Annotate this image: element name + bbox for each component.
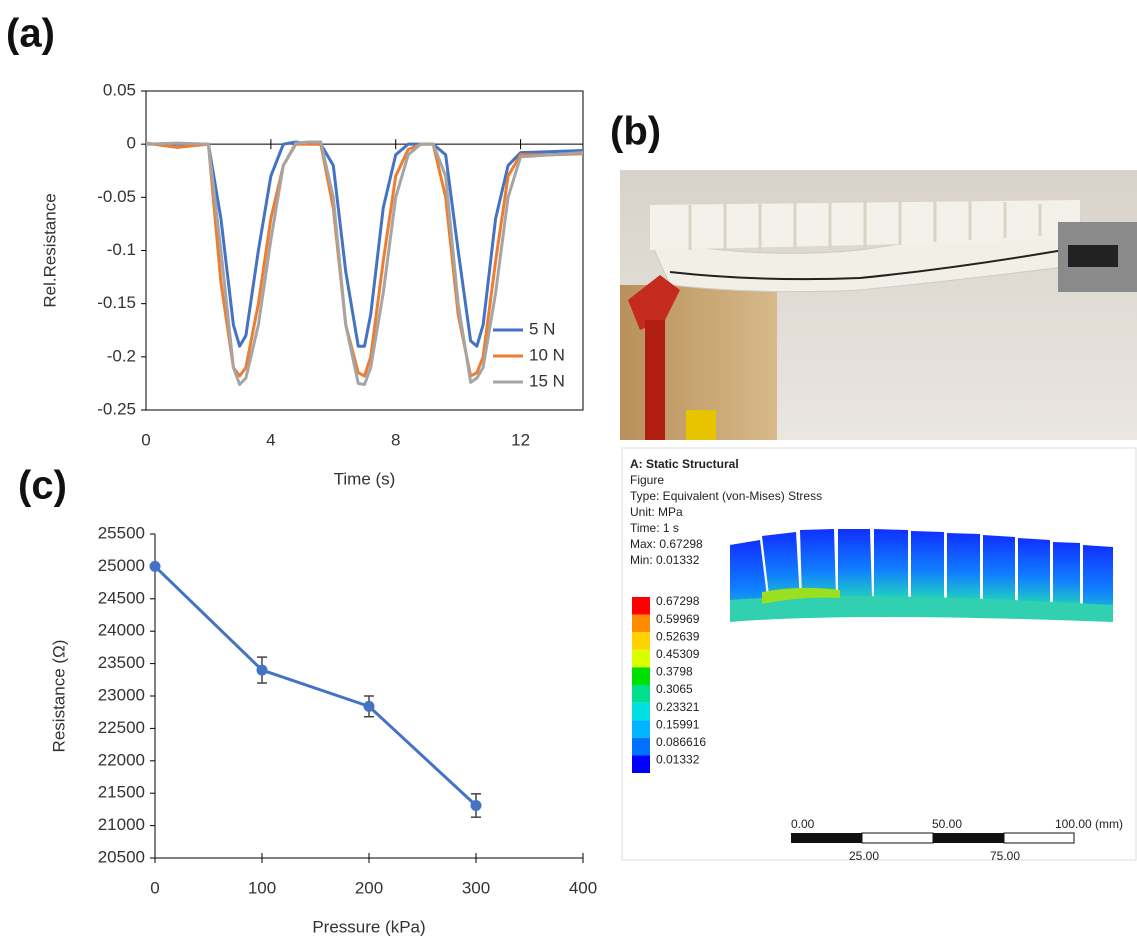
fea-info: Time: 1 s [630,521,679,535]
y-tick-label: -0.25 [97,399,136,418]
legend-swatch [632,649,650,668]
series-line [145,141,584,378]
legend-value: 0.01332 [656,753,700,767]
x-axis-label: Pressure (kPa) [312,917,425,936]
x-tick-label: 4 [266,430,275,449]
y-tick-label: 22000 [98,750,145,769]
legend-swatch [632,702,650,721]
marker [149,560,161,572]
legend-value: 0.15991 [656,717,700,731]
y-tick-label: 23000 [98,685,145,704]
y-tick-label: -0.05 [97,187,136,206]
x-tick-label: 8 [391,430,400,449]
series-line [146,140,584,348]
y-tick-label: 25000 [98,556,145,575]
legend-swatch [632,685,650,703]
y-tick-label: 20500 [98,847,145,866]
fea-info: Type: Equivalent (von-Mises) Stress [630,489,822,503]
y-tick-label: 0 [127,134,136,153]
y-tick-label: 23500 [98,653,145,672]
x-tick-label: 100 [248,878,276,897]
scale-label: 50.00 [932,817,962,831]
fea-panel: A: Static Structural Figure Type: Equivale… [621,447,1137,863]
scale-label: 25.00 [849,849,879,863]
scale-label: 100.00 (mm) [1055,817,1123,831]
panel-label: (c) [18,464,67,508]
series-line [153,565,478,807]
fea-beam [730,529,1113,622]
marker [256,664,268,676]
legend-swatch [632,632,650,650]
series-line [145,140,584,386]
legend-swatch [632,597,650,615]
legend-value: 0.086616 [656,735,706,749]
fea-info: Figure [630,473,664,487]
y-tick-label: 24000 [98,621,145,640]
fea-info: Max: 0.67298 [630,537,703,551]
plot-frame [145,90,584,411]
x-tick-label: 0 [141,430,150,449]
legend-swatch [632,667,650,685]
y-tick-label: -0.2 [107,346,136,365]
x-tick-label: 200 [355,878,383,897]
legend-label: 15 N [529,371,565,390]
legend-value: 0.3065 [656,682,693,696]
y-tick-label: 25500 [98,523,145,542]
x-tick-label: 400 [569,878,597,897]
legend-value: 0.59969 [656,612,700,626]
y-tick-label: 0.05 [103,80,136,99]
legend-value: 0.23321 [656,700,700,714]
legend-swatch [632,737,650,756]
y-axis-label: Rel.Resistance [40,193,59,307]
legend-swatch [632,720,650,738]
y-tick-label: 21500 [98,783,145,802]
y-tick-label: 22500 [98,718,145,737]
legend-value: 0.3798 [656,665,693,679]
panel-label: (b) [610,110,661,154]
fea-info: Unit: MPa [630,505,683,519]
scale-label: 0.00 [791,817,815,831]
marker [470,800,482,812]
x-tick-label: 0 [150,878,159,897]
legend-label: 5 N [529,319,555,338]
scale-label: 75.00 [990,849,1020,863]
y-tick-label: -0.1 [107,240,136,259]
legend-label: 10 N [529,345,565,364]
y-axis-label: Resistance (Ω) [49,640,68,753]
fea-info: A: Static Structural [630,457,739,471]
legend-value: 0.52639 [656,629,700,643]
y-tick-label: 24500 [98,588,145,607]
legend-swatch [632,614,650,633]
legend-swatch [632,755,650,773]
fea-info: Min: 0.01332 [630,553,700,567]
photo [620,170,1137,440]
x-tick-label: 300 [462,878,490,897]
legend-value: 0.67298 [656,594,700,608]
marker [363,700,375,712]
y-tick-label: -0.15 [97,293,136,312]
y-tick-label: 21000 [98,815,145,834]
x-axis-label: Time (s) [334,469,396,488]
panel-label: (a) [6,12,55,56]
legend-value: 0.45309 [656,647,700,661]
x-tick-label: 12 [511,430,530,449]
